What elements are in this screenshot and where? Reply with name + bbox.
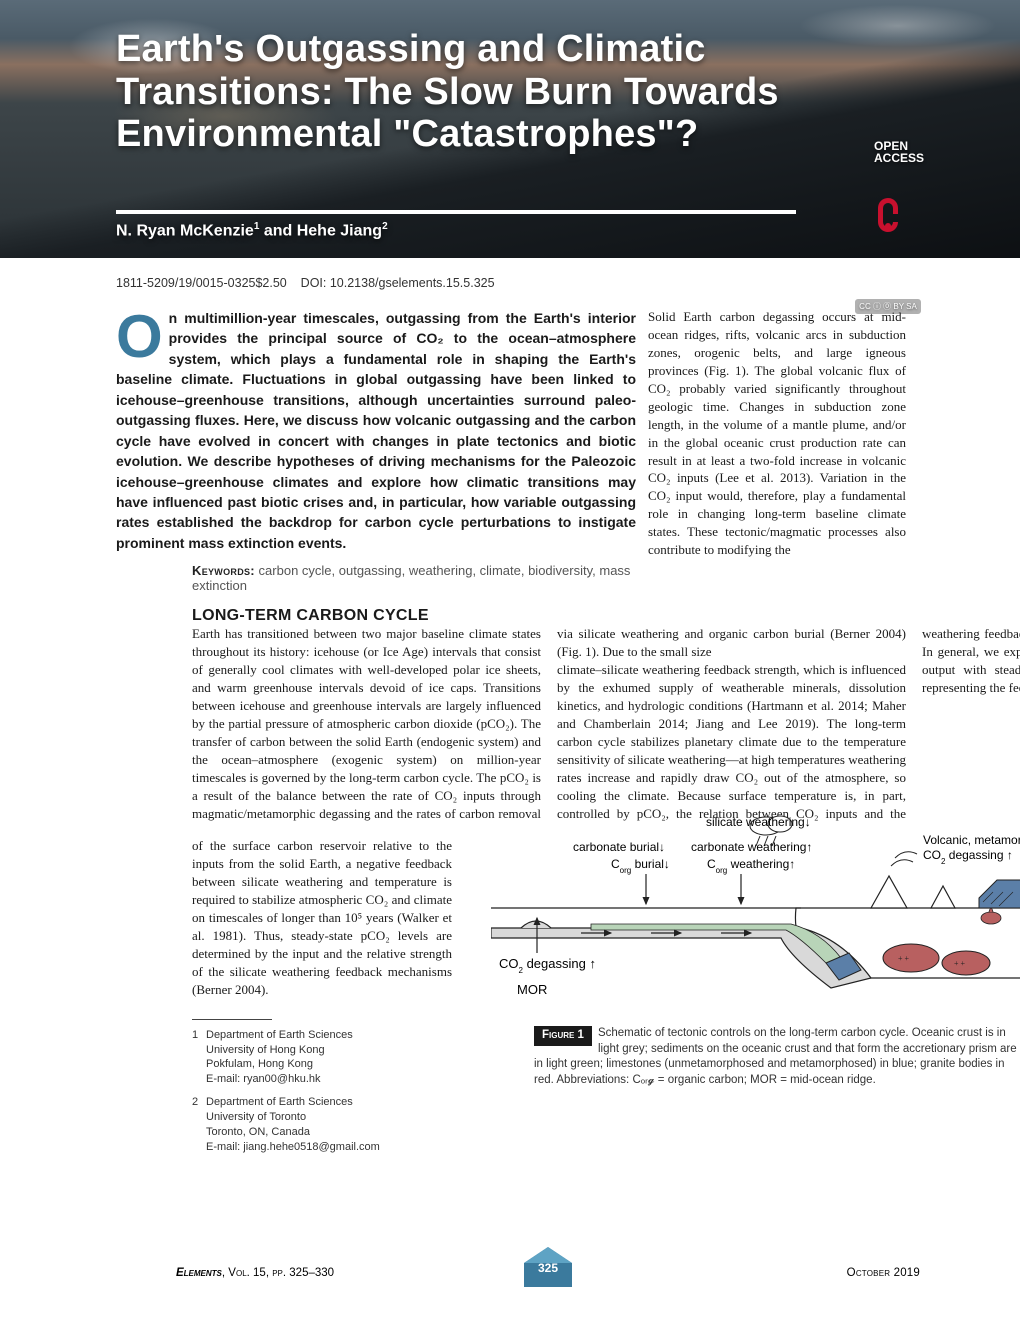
section-heading-longterm: LONG-TERM CARBON CYCLE — [192, 607, 636, 625]
right-column-intro: Solid Earth carbon degassing occurs at m… — [648, 308, 906, 559]
page-number-badge: 325 — [524, 1247, 572, 1290]
label-corg-weathering: Corg weathering↑ — [707, 857, 795, 875]
keywords: Keywords: carbon cycle, outgassing, weat… — [192, 563, 636, 593]
article-title: Earth's Outgassing and Climatic Transiti… — [116, 28, 846, 156]
label-carbonate-burial: carbonate burial↓ — [573, 840, 665, 854]
volume-info: , Vol. 15, pp. 325–330 — [222, 1267, 334, 1279]
content-area: O n multimillion-year timescales, outgas… — [116, 308, 906, 1162]
label-volcanic-degassing-2: CO2 degassing ↑ — [923, 848, 1013, 866]
page-number: 325 — [524, 1261, 572, 1275]
label-mor: MOR — [517, 982, 547, 997]
journal-name: Elements — [176, 1267, 222, 1279]
article-meta-line: 1811-5209/19/0015-0325$2.50 DOI: 10.2138… — [116, 276, 495, 290]
article-title-block: Earth's Outgassing and Climatic Transiti… — [116, 28, 846, 156]
open-access-block: OPEN ACCESS CC ⓘ ⓪ BY SA — [848, 192, 928, 315]
abstract-block: O n multimillion-year timescales, outgas… — [116, 308, 906, 625]
figure-1-caption-text: Schematic of tectonic controls on the lo… — [534, 1027, 1017, 1086]
figure-1-caption: Figure 1 Schematic of tectonic controls … — [534, 1026, 1020, 1088]
open-access-label: OPEN ACCESS — [874, 140, 930, 164]
page-footer: Elements, Vol. 15, pp. 325–330 325 Octob… — [176, 1262, 920, 1284]
authors-text: N. Ryan McKenzie1 and Hehe Jiang2 — [116, 221, 388, 240]
dropcap: O — [116, 312, 163, 361]
label-volcanic-degassing: Volcanic, metamorphic — [923, 833, 1020, 847]
label-silicate-weathering: silicate weathering↓ — [706, 815, 811, 829]
label-carbonate-weathering: carbonate weathering↑ — [691, 840, 812, 854]
doi: DOI: 10.2138/gselements.15.5.325 — [301, 276, 495, 290]
svg-text:+ +: + + — [954, 959, 966, 968]
footer-date: October 2019 — [847, 1267, 920, 1279]
figure-1-schematic: + + + + — [491, 808, 1020, 1018]
affiliation-rule — [192, 1019, 272, 1020]
affiliations: 1Department of Earth SciencesUniversity … — [192, 1028, 472, 1163]
keywords-label: Keywords: — [192, 563, 255, 578]
figure-1-badge: Figure 1 — [534, 1026, 592, 1046]
authors-bar: N. Ryan McKenzie1 and Hehe Jiang2 — [116, 210, 796, 240]
open-access-icon — [869, 192, 907, 242]
label-corg-burial: Corg burial↓ — [611, 857, 670, 875]
abstract-text: n multimillion-year timescales, outgassi… — [116, 308, 636, 553]
keywords-list: carbon cycle, outgassing, weathering, cl… — [192, 563, 630, 593]
footer-left: Elements, Vol. 15, pp. 325–330 — [176, 1267, 334, 1279]
body-para-narrow: of the surface carbon reservoir relative… — [192, 837, 452, 998]
issn-price: 1811-5209/19/0015-0325$2.50 — [116, 276, 287, 290]
body-two-column: Earth has transitioned between two major… — [116, 625, 906, 831]
body-narrow-column: of the surface carbon reservoir relative… — [192, 837, 452, 998]
svg-text:+ +: + + — [898, 954, 910, 963]
hero-banner: Earth's Outgassing and Climatic Transiti… — [0, 0, 1020, 258]
